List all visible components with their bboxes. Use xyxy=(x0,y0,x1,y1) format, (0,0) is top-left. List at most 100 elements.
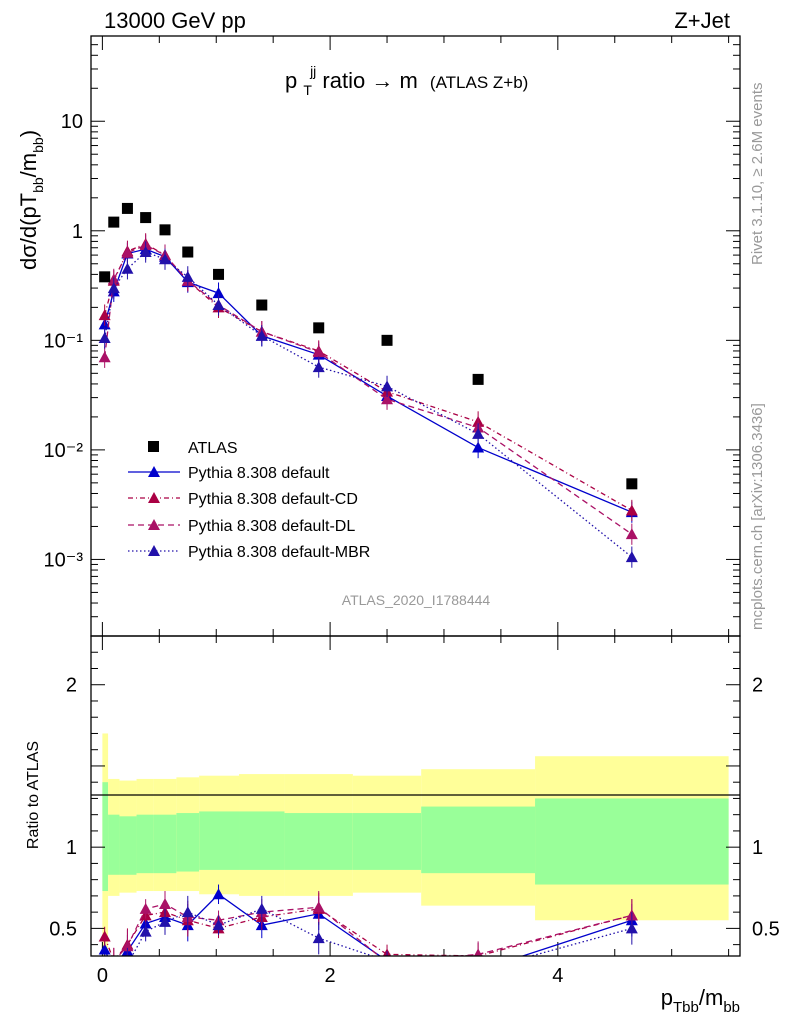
inner-band-bin xyxy=(108,814,120,875)
process-label: Z+Jet xyxy=(674,8,730,33)
top-y-axis-label-main: dσ/d(pT xyxy=(16,193,41,270)
legend-atlas-label: ATLAS xyxy=(188,440,238,457)
ratio-point-mbr xyxy=(212,919,225,931)
x-axis-label-main: p xyxy=(661,985,673,1010)
ratio-point-dl xyxy=(159,898,172,910)
ratio-series-group xyxy=(98,884,638,976)
legend-dl-marker xyxy=(148,519,160,530)
inner-band-bin xyxy=(535,798,729,885)
ratio-y-tick-label: 0.5 xyxy=(49,918,77,940)
ratio-point-mbr xyxy=(121,958,133,969)
x-tick-label: 2 xyxy=(325,965,336,987)
point-atlas xyxy=(99,271,111,283)
top-y-tick-label: 10 xyxy=(61,111,83,133)
ratio-point-default xyxy=(98,943,111,955)
ratio-point-dl xyxy=(312,901,325,913)
ratio-y-axis-label: Ratio to ATLAS xyxy=(25,741,42,849)
top-y-axis-label: dσ/d(pTbb/mbb) xyxy=(16,130,46,270)
ratio-point-mbr xyxy=(312,932,325,944)
x-axis-label-mid: /m xyxy=(699,985,723,1010)
ratio-point-default xyxy=(108,965,120,976)
inner-band-bin xyxy=(284,813,353,870)
ratio-point-mbr xyxy=(255,902,268,914)
ratio-y-tick-label-right: 2 xyxy=(752,675,763,697)
ratio-y-tick-label-right: 0.5 xyxy=(752,918,780,940)
point-mbr xyxy=(139,246,152,258)
point-mbr xyxy=(107,282,120,294)
inner-band-bin xyxy=(119,816,137,875)
point-mbr xyxy=(625,551,638,563)
legend-default-label: Pythia 8.308 default xyxy=(188,465,330,482)
ratio-point-mbr xyxy=(139,925,152,937)
legend-atlas-marker xyxy=(148,441,159,452)
point-atlas xyxy=(140,212,152,224)
point-dl xyxy=(625,528,638,540)
x-axis-label: pTbb/mbb xyxy=(661,985,740,1016)
ratio-point-dl xyxy=(473,948,483,956)
point-default xyxy=(212,287,225,299)
point-atlas xyxy=(121,202,133,214)
top-y-tick-label: 1 xyxy=(72,221,83,243)
main-panel: 10 1 10⁻¹ 10⁻² 10⁻³ p T jj ratio → m (ATLAS … xyxy=(44,35,741,637)
top-y-axis-label-mid: /m xyxy=(16,153,41,177)
plot-title: p T jj ratio → m (ATLAS Z+b) xyxy=(285,56,528,100)
point-atlas xyxy=(108,216,120,228)
inner-band-bin xyxy=(102,782,109,892)
ratio-line-cd xyxy=(104,908,632,956)
ratio-point-mbr xyxy=(181,906,194,918)
ratio-y-tick-label: 2 xyxy=(66,675,77,697)
point-mbr xyxy=(98,332,111,344)
plot-title-small: (ATLAS Z+b) xyxy=(430,73,528,92)
inner-band-bin xyxy=(352,813,422,870)
ratio-point-default xyxy=(212,888,225,900)
point-atlas xyxy=(213,268,225,280)
ratio-axis-ticks: 2 2 1 1 0.5 0.5 0 2 4 xyxy=(49,636,780,987)
legend: ATLAS Pythia 8.308 default Pythia 8.308 … xyxy=(128,440,370,561)
x-tick-label: 4 xyxy=(552,965,563,987)
x-axis-label-sub: Tbb xyxy=(673,999,699,1016)
top-y-axis-label-sub2: bb xyxy=(30,137,46,153)
legend-cd-marker xyxy=(148,492,160,503)
legend-mbr-label: Pythia 8.308 default-MBR xyxy=(188,544,370,561)
point-mbr xyxy=(212,299,225,311)
top-y-tick-label: 10⁻³ xyxy=(44,549,84,571)
ratio-point-dl xyxy=(139,902,152,914)
ratio-point-default xyxy=(472,965,484,976)
point-atlas xyxy=(256,299,268,311)
legend-dl-label: Pythia 8.308 default-DL xyxy=(188,518,355,535)
ratio-point-mbr xyxy=(159,915,172,927)
inner-band-bin xyxy=(176,813,200,872)
legend-mbr-marker xyxy=(148,545,160,556)
inner-band-bin xyxy=(199,811,240,870)
ratio-point-dl xyxy=(121,940,134,952)
point-atlas xyxy=(626,478,638,490)
point-mbr xyxy=(181,270,194,282)
point-mbr xyxy=(255,329,268,341)
point-mbr xyxy=(159,253,172,265)
point-atlas xyxy=(159,224,171,236)
point-dl xyxy=(312,346,325,358)
ratio-point-mbr xyxy=(472,965,484,976)
ratio-point-dl xyxy=(381,956,393,967)
plot-title-sup: jj xyxy=(309,63,316,79)
point-dl xyxy=(98,351,111,363)
inner-band-bin xyxy=(421,806,536,874)
ratio-y-tick-label: 1 xyxy=(66,837,77,859)
point-mbr xyxy=(312,361,325,373)
rivet-side-label: Rivet 3.1.10, ≥ 2.6M events xyxy=(749,83,766,266)
ratio-point-mbr xyxy=(108,963,120,974)
series-line-dl xyxy=(104,244,633,535)
ratio-panel-frame xyxy=(90,635,741,957)
x-axis-label-sub2: bb xyxy=(723,999,740,1016)
top-axis-ticks: 10 1 10⁻¹ 10⁻² 10⁻³ xyxy=(44,35,740,637)
plot-title-main: p xyxy=(285,68,297,93)
point-cd xyxy=(625,504,638,516)
ratio-point-mbr xyxy=(625,922,638,934)
energy-label: 13000 GeV pp xyxy=(104,8,246,33)
uncertainty-bands xyxy=(102,733,729,956)
legend-cd-label: Pythia 8.308 default-CD xyxy=(188,491,358,508)
point-cd xyxy=(98,309,111,321)
point-mbr xyxy=(381,380,394,392)
point-atlas xyxy=(381,334,393,346)
